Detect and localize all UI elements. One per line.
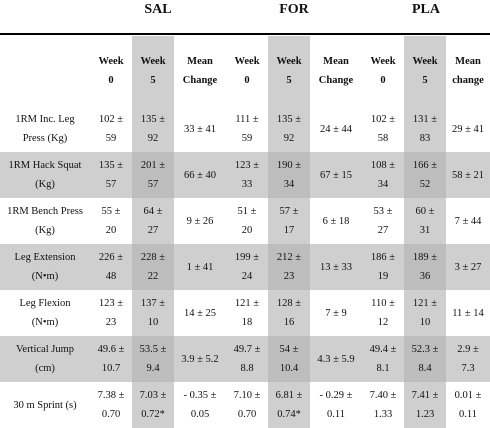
cell-for-week0: 121 ±18 xyxy=(234,298,260,328)
cell-for-week5: 54 ±10.4 xyxy=(268,336,310,382)
cell-for-week0: 199 ±24 xyxy=(226,244,268,290)
cell-sal-week0: 226 ±48 xyxy=(90,244,132,290)
cell-pla-week5: 121 ±10 xyxy=(404,290,446,336)
cell-sal-mean-change: 3.9 ± 5.2 xyxy=(174,336,226,382)
cell-pla-mean-change: 2.9 ±7.3 xyxy=(446,336,490,382)
cell-pla-week0: 108 ±34 xyxy=(362,152,404,198)
cell-for-mean-change: 6 ± 18 xyxy=(322,215,350,227)
cell-pla-week5: 131 ±83 xyxy=(404,106,446,152)
cell-sal-week0: 102 ±59 xyxy=(98,114,124,144)
table-row: Vertical Jump (cm) 49.6 ±10.7 53.5 ±9.4 3.9 … xyxy=(0,336,490,382)
cell-pla-mean-change: 0.01 ±0.11 xyxy=(454,390,482,420)
table-row: 30 m Sprint (s) 7.38 ±0.70 7.03 ±0.72* - 0.… xyxy=(0,382,490,428)
cell-sal-week5: 137 ±10 xyxy=(132,290,174,336)
cell-for-week0: 51 ±20 xyxy=(237,206,257,236)
cell-pla-mean-change: 3 ± 27 xyxy=(446,244,490,290)
cell-pla-mean-change: 58 ± 21 xyxy=(446,152,490,198)
cell-sal-week5: 64 ±27 xyxy=(132,198,174,244)
header-sal-week0: Week 0 xyxy=(98,56,124,86)
group-for: FOR xyxy=(279,2,309,17)
cell-sal-week0: 55 ±20 xyxy=(101,206,121,236)
group-header-row: SAL FOR PLA xyxy=(0,0,490,34)
cell-sal-week5: 53.5 ±9.4 xyxy=(132,336,174,382)
cell-for-mean-change: - 0.29 ±0.11 xyxy=(319,390,353,420)
cell-sal-week0: 123 ±23 xyxy=(98,298,124,328)
top-rule xyxy=(0,33,490,35)
cell-for-week5: 135 ±92 xyxy=(268,106,310,152)
cell-sal-mean-change: 14 ± 25 xyxy=(183,307,216,319)
row-label: 1RM Bench Press (Kg) xyxy=(7,206,83,236)
cell-for-week0: 123 ±33 xyxy=(226,152,268,198)
header-sal-mean-change: Mean Change xyxy=(182,56,218,86)
cell-sal-week0: 7.38 ±0.70 xyxy=(97,390,125,420)
cell-for-week5: 6.81 ±0.74* xyxy=(268,382,310,428)
row-label: Vertical Jump (cm) xyxy=(0,336,90,382)
cell-pla-week0: 49.4 ±8.1 xyxy=(362,336,404,382)
row-label: 1RM Hack Squat (Kg) xyxy=(0,152,90,198)
table-row: 1RM Bench Press (Kg) 55 ±20 64 ±27 9 ± 26 51 … xyxy=(0,198,490,244)
table-row: 1RM Hack Squat (Kg) 135 ±57 201 ±57 66 ± 40 1… xyxy=(0,152,490,198)
cell-pla-week5: 7.41 ±1.23 xyxy=(404,382,446,428)
table-body: 1RM Inc. Leg Press (Kg) 102 ±59 135 ±92 33 ±… xyxy=(0,106,490,428)
cell-sal-mean-change: 33 ± 41 xyxy=(183,123,216,135)
cell-sal-week0: 135 ±57 xyxy=(90,152,132,198)
cell-sal-week5: 135 ±92 xyxy=(132,106,174,152)
cell-sal-week5: 7.03 ±0.72* xyxy=(132,382,174,428)
cell-for-week0: 7.10 ±0.70 xyxy=(233,390,261,420)
header-pla-mean-change: Mean change xyxy=(452,56,484,86)
cell-pla-week0: 7.40 ±1.33 xyxy=(369,390,397,420)
cell-for-week5: 57 ±17 xyxy=(268,198,310,244)
header-pla-week0: Week 0 xyxy=(370,56,396,86)
group-pla: PLA xyxy=(412,2,440,17)
cell-for-mean-change: 67 ± 15 xyxy=(310,152,362,198)
cell-sal-week0: 49.6 ±10.7 xyxy=(90,336,132,382)
cell-for-week5: 212 ±23 xyxy=(268,244,310,290)
cell-sal-mean-change: 66 ± 40 xyxy=(174,152,226,198)
cell-sal-week5: 228 ±22 xyxy=(132,244,174,290)
header-sal-week5: Week 5 xyxy=(132,36,174,106)
cell-for-week5: 128 ±16 xyxy=(268,290,310,336)
cell-pla-mean-change: 29 ± 41 xyxy=(451,123,484,135)
cell-sal-mean-change: - 0.35 ±0.05 xyxy=(183,390,217,420)
cell-for-mean-change: 7 ± 9 xyxy=(325,307,347,319)
table-row: Leg Flexion (N•m) 123 ±23 137 ±10 14 ± 25 121… xyxy=(0,290,490,336)
cell-sal-mean-change: 1 ± 41 xyxy=(174,244,226,290)
header-blank xyxy=(0,36,90,106)
cell-for-week5: 190 ±34 xyxy=(268,152,310,198)
cell-for-week0: 111 ±59 xyxy=(235,114,259,144)
header-for-week5: Week 5 xyxy=(268,36,310,106)
row-label: 1RM Inc. Leg Press (Kg) xyxy=(15,114,75,144)
cell-sal-mean-change: 9 ± 26 xyxy=(186,215,214,227)
cell-sal-week5: 201 ±57 xyxy=(132,152,174,198)
cell-pla-mean-change: 11 ± 14 xyxy=(452,307,484,319)
cell-pla-week5: 52.3 ±8.4 xyxy=(404,336,446,382)
data-table: Week 0 Week 5 Mean Change Week 0 Week 5 Mean C… xyxy=(0,36,490,428)
header-pla-week5: Week 5 xyxy=(404,36,446,106)
cell-pla-mean-change: 7 ± 44 xyxy=(454,215,482,227)
cell-pla-week5: 189 ±36 xyxy=(404,244,446,290)
cell-pla-week0: 186 ±19 xyxy=(362,244,404,290)
table-row: 1RM Inc. Leg Press (Kg) 102 ±59 135 ±92 33 ±… xyxy=(0,106,490,152)
cell-pla-week5: 166 ±52 xyxy=(404,152,446,198)
row-label: Leg Flexion (N•m) xyxy=(19,298,71,328)
cell-for-mean-change: 24 ± 44 xyxy=(319,123,352,135)
header-for-week0: Week 0 xyxy=(234,56,260,86)
cell-for-mean-change: 13 ± 33 xyxy=(310,244,362,290)
header-for-mean-change: Mean Change xyxy=(318,56,354,86)
row-label: Leg Extension (N•m) xyxy=(0,244,90,290)
cell-pla-week5: 60 ±31 xyxy=(404,198,446,244)
cell-pla-week0: 110 ±12 xyxy=(371,298,395,328)
cell-for-week0: 49.7 ±8.8 xyxy=(226,336,268,382)
table-row: Leg Extension (N•m) 226 ±48 228 ±22 1 ± 41 19… xyxy=(0,244,490,290)
group-sal: SAL xyxy=(144,2,172,17)
column-header-row: Week 0 Week 5 Mean Change Week 0 Week 5 Mean C… xyxy=(0,36,490,106)
cell-pla-week0: 53 ±27 xyxy=(373,206,393,236)
cell-for-mean-change: 4.3 ± 5.9 xyxy=(310,336,362,382)
row-label: 30 m Sprint (s) xyxy=(13,399,77,411)
cell-pla-week0: 102 ±58 xyxy=(370,114,396,144)
